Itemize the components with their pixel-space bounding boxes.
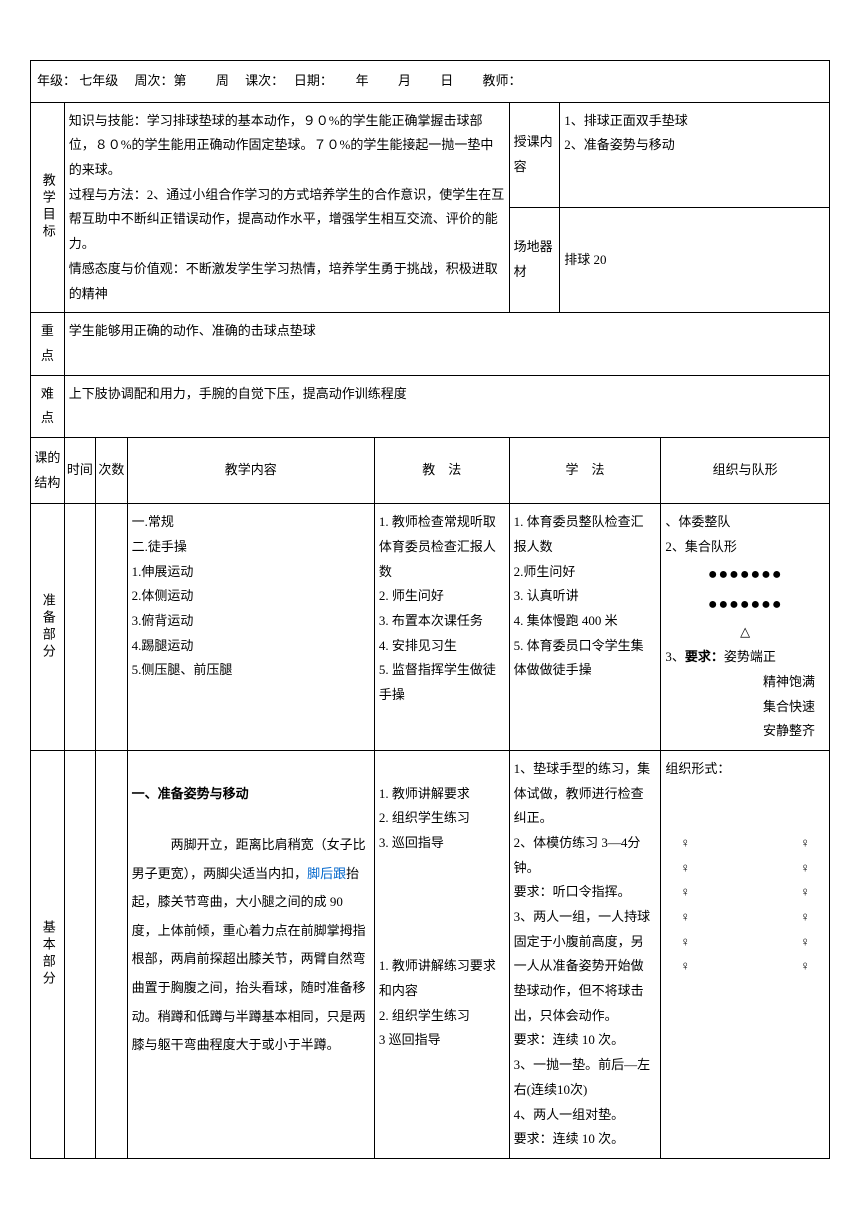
- basic-label: 基本部分: [31, 750, 65, 1158]
- prep-label: 准备部分: [31, 504, 65, 751]
- basic-content: 一、准备姿势与移动 两脚开立，距离比肩稍宽（女子比男子更宽），两脚尖适当内扣，脚…: [127, 750, 374, 1158]
- grade-label: 年级：: [37, 73, 76, 88]
- prep-time: [64, 504, 95, 751]
- col-content: 教学内容: [127, 437, 374, 503]
- obj-process: 过程与方法：2、通过小组合作学习的方式培养学生的合作意识，使学生在互帮互助中不断…: [69, 183, 505, 257]
- week-suffix: 周: [216, 73, 229, 88]
- objectives-content: 知识与技能：学习排球垫球的基本动作，９０%的学生能正确掌握击球部位，８０%的学生…: [64, 102, 509, 313]
- prep-requirements: 3、要求：姿势端正: [665, 645, 825, 670]
- date-label: 日期：: [294, 73, 327, 88]
- heel-link[interactable]: 脚后跟: [307, 866, 346, 881]
- basic-organization: 组织形式： ♀♀ ♀♀ ♀♀ ♀♀ ♀♀ ♀♀: [661, 750, 830, 1158]
- formation-dots: ●●●●●●●: [665, 560, 825, 590]
- obj-knowledge: 知识与技能：学习排球垫球的基本动作，９０%的学生能正确掌握击球部位，８０%的学生…: [69, 109, 505, 183]
- lesson-content-value: 1、排球正面双手垫球 2、准备姿势与移动: [560, 102, 830, 207]
- formation-triangle: △: [665, 620, 825, 645]
- formation-row: ♀♀: [665, 831, 825, 856]
- objectives-label: 教学目标: [31, 102, 65, 313]
- day-label: 日: [440, 73, 453, 88]
- prep-learning: 1. 体育委员整队检查汇报人数 2.师生问好 3. 认真听讲 4. 集体慢跑 4…: [509, 504, 661, 751]
- col-learning: 学 法: [509, 437, 661, 503]
- prep-organization: 、体委整队 2、集合队形 ●●●●●●● ●●●●●●● △ 3、要求：姿势端正…: [661, 504, 830, 751]
- keypoint-value: 学生能够用正确的动作、准确的击球点垫球: [64, 313, 829, 375]
- formation-row: ♀♀: [665, 930, 825, 955]
- month-label: 月: [398, 73, 411, 88]
- col-organization: 组织与队形: [661, 437, 830, 503]
- column-headers: 课的结构 时间 次数 教学内容 教 法 学 法 组织与队形: [31, 437, 830, 503]
- keypoint-label: 重点: [31, 313, 65, 375]
- basic-time: [64, 750, 95, 1158]
- equipment-value: 排球 20: [560, 207, 830, 312]
- difficulty-row: 难点 上下肢协调配和用力，手腕的自觉下压，提高动作训练程度: [31, 375, 830, 437]
- prep-content: 一.常规 二.徒手操 1.伸展运动 2.体侧运动 3.俯背运动 4.踢腿运动 5…: [127, 504, 374, 751]
- obj-attitude: 情感态度与价值观：不断激发学生学习热情，培养学生勇于挑战，积极进取的精神: [69, 257, 505, 306]
- prep-section-row: 准备部分 一.常规 二.徒手操 1.伸展运动 2.体侧运动 3.俯背运动 4.踢…: [31, 504, 830, 751]
- basic-times: [96, 750, 127, 1158]
- grade-value: 七年级: [79, 73, 118, 88]
- col-times: 次数: [96, 437, 127, 503]
- difficulty-value: 上下肢协调配和用力，手腕的自觉下压，提高动作训练程度: [64, 375, 829, 437]
- header-cell: 年级： 七年级 周次：第 周 课次： 日期： 年 月 日 教师：: [31, 61, 830, 103]
- formation-dots: ●●●●●●●: [665, 590, 825, 620]
- equipment-label: 场地器材: [509, 207, 560, 312]
- teacher-label: 教师：: [483, 73, 522, 88]
- basic-section-row: 基本部分 一、准备姿势与移动 两脚开立，距离比肩稍宽（女子比男子更宽），两脚尖适…: [31, 750, 830, 1158]
- col-structure: 课的结构: [31, 437, 65, 503]
- year-label: 年: [356, 73, 369, 88]
- objectives-row: 教学目标 知识与技能：学习排球垫球的基本动作，９０%的学生能正确掌握击球部位，８…: [31, 102, 830, 207]
- formation-row: ♀♀: [665, 954, 825, 979]
- prep-teaching: 1. 教师检查常规听取体育委员检查汇报人数 2. 师生问好 3. 布置本次课任务…: [374, 504, 509, 751]
- difficulty-label: 难点: [31, 375, 65, 437]
- header-row: 年级： 七年级 周次：第 周 课次： 日期： 年 月 日 教师：: [31, 61, 830, 103]
- col-teaching: 教 法: [374, 437, 509, 503]
- basic-content-body: 两脚开立，距离比肩稍宽（女子比男子更宽），两脚尖适当内扣，脚后跟抬起，膝关节弯曲…: [132, 831, 370, 1060]
- week-label: 周次：第: [135, 73, 187, 88]
- formation-row: ♀♀: [665, 905, 825, 930]
- basic-teaching: 1. 教师讲解要求 2. 组织学生练习 3. 巡回指导 1. 教师讲解练习要求和…: [374, 750, 509, 1158]
- formation-row: ♀♀: [665, 856, 825, 881]
- basic-learning: 1、垫球手型的练习，集体试做，教师进行检查纠正。 2、体模仿练习 3—4分钟。 …: [509, 750, 661, 1158]
- prep-times: [96, 504, 127, 751]
- lesson-label: 课次：: [245, 73, 278, 88]
- lesson-plan-table: 年级： 七年级 周次：第 周 课次： 日期： 年 月 日 教师： 教学目标 知识…: [30, 60, 830, 1159]
- lesson-content-label: 授课内容: [509, 102, 560, 207]
- formation-row: ♀♀: [665, 880, 825, 905]
- col-time: 时间: [64, 437, 95, 503]
- keypoint-row: 重点 学生能够用正确的动作、准确的击球点垫球: [31, 313, 830, 375]
